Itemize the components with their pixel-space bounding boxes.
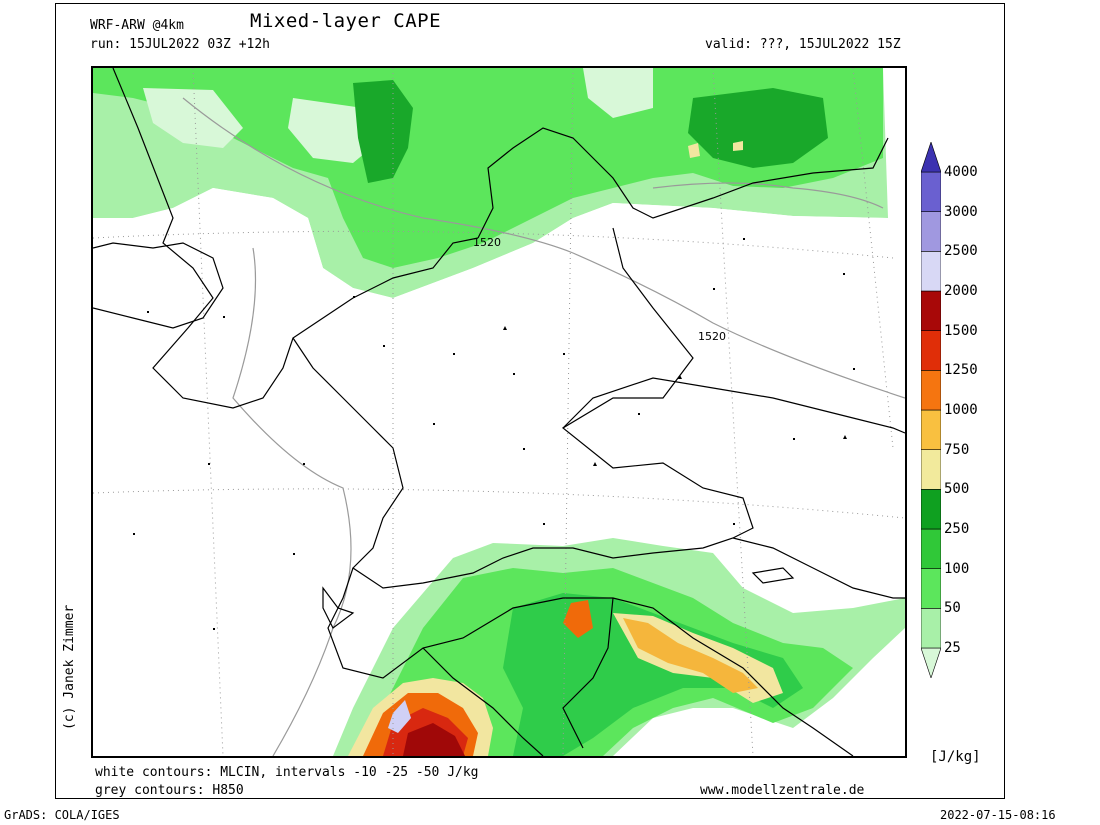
colorbar-tick-label: 4000 <box>944 164 978 180</box>
colorbar <box>921 142 941 678</box>
software-credit: GrADS: COLA/IGES <box>4 808 120 822</box>
colorbar-block <box>921 489 941 530</box>
colorbar-top-arrow <box>921 142 941 173</box>
city-markers <box>133 238 855 630</box>
colorbar-tick-label: 2500 <box>944 243 978 260</box>
plot-frame <box>55 3 1005 799</box>
colorbar-block <box>921 409 941 450</box>
colorbar-block <box>921 608 941 649</box>
h850-contours <box>182 97 905 756</box>
colorbar-block <box>921 330 941 371</box>
cape-map: 1520 1520 <box>91 66 907 758</box>
h850-note: grey contours: H850 <box>95 783 244 798</box>
colorbar-unit: [J/kg] <box>930 749 981 765</box>
h850-label-2: 1520 <box>698 330 726 343</box>
colorbar-tick-label: 50 <box>944 600 961 617</box>
colorbar-tick-label: 3000 <box>944 203 978 220</box>
colorbar-tick-label: 500 <box>944 481 970 498</box>
colorbar-block <box>921 251 941 292</box>
boundaries <box>93 68 905 756</box>
colorbar-tick-label: 750 <box>944 441 970 458</box>
colorbar-tick-label: 1000 <box>944 402 978 418</box>
colorbar-block <box>921 171 941 212</box>
colorbar-bottom-arrow <box>921 647 941 678</box>
colorbar-tick-label: 1500 <box>944 322 978 339</box>
h850-label-1: 1520 <box>473 236 501 249</box>
colorbar-block <box>921 211 941 252</box>
map-title: Mixed-layer CAPE <box>250 10 442 32</box>
cape-field-south <box>333 538 905 756</box>
website-credit: www.modellzentrale.de <box>700 783 865 798</box>
colorbar-tick-label: 2000 <box>944 283 978 299</box>
colorbar-tick-label: 25 <box>944 640 961 656</box>
model-label: WRF-ARW @4km <box>90 18 184 33</box>
colorbar-tick-label: 250 <box>944 521 970 537</box>
generated-timestamp: 2022-07-15-08:16 <box>940 808 1056 822</box>
colorbar-block <box>921 528 941 569</box>
mlcin-note: white contours: MLCIN, intervals -10 -25… <box>95 765 479 780</box>
map-canvas: 1520 1520 <box>93 68 905 756</box>
colorbar-block <box>921 290 941 331</box>
colorbar-tick-label: 1250 <box>944 362 978 379</box>
colorbar-block <box>921 449 941 490</box>
graticule <box>93 68 905 756</box>
valid-label: valid: ???, 15JUL2022 15Z <box>705 37 901 52</box>
colorbar-block <box>921 568 941 609</box>
colorbar-block <box>921 370 941 411</box>
credit-label: (c) Janek Zimmer <box>62 604 77 730</box>
run-label: run: 15JUL2022 03Z +12h <box>90 37 271 52</box>
colorbar-tick-label: 100 <box>944 560 970 577</box>
